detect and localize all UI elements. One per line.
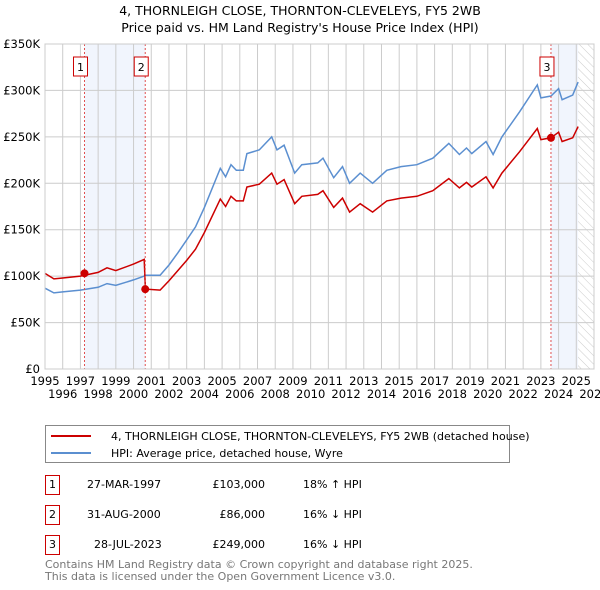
x-tick-label: 2016 bbox=[402, 387, 431, 401]
y-tick-label: £300K bbox=[3, 83, 40, 97]
x-tick-label: 2012 bbox=[331, 387, 360, 401]
forecast-hatch bbox=[578, 44, 594, 369]
chart-legend: 4, THORNLEIGH CLOSE, THORNTON-CLEVELEYS,… bbox=[45, 425, 530, 463]
x-tick-label: 1998 bbox=[83, 387, 112, 401]
sale-label: 1 bbox=[77, 61, 84, 74]
x-tick-label: 2020 bbox=[473, 387, 502, 401]
transaction-price: £86,000 bbox=[219, 508, 266, 521]
x-tick-label: 2003 bbox=[172, 374, 201, 388]
x-tick-label: 2001 bbox=[137, 374, 166, 388]
sale-label: 3 bbox=[543, 61, 550, 74]
plot-border bbox=[44, 43, 595, 370]
y-tick-label: £200K bbox=[3, 176, 40, 190]
shaded-period bbox=[84, 44, 146, 369]
x-tick-label: 2002 bbox=[154, 387, 183, 401]
sale-label: 2 bbox=[138, 61, 145, 74]
transaction-price: £249,000 bbox=[212, 538, 266, 551]
transaction-row: 3 28-JUL-2023 £249,000 16% ↓ HPI bbox=[45, 535, 445, 555]
y-tick-label: £150K bbox=[3, 223, 40, 237]
x-tick-label: 2015 bbox=[385, 374, 414, 388]
y-tick-label: £100K bbox=[3, 269, 40, 283]
x-tick-label: 2007 bbox=[243, 374, 272, 388]
x-tick-label: 2014 bbox=[367, 387, 396, 401]
sale-label-box bbox=[539, 56, 555, 77]
footer-licence: This data is licensed under the Open Gov… bbox=[45, 570, 396, 583]
x-tick-label: 1996 bbox=[48, 387, 77, 401]
x-tick-label: 2009 bbox=[278, 374, 307, 388]
legend-label: HPI: Average price, detached house, Wyre bbox=[111, 446, 343, 460]
x-tick-label: 2006 bbox=[225, 387, 254, 401]
chart-subtitle: Price paid vs. HM Land Registry's House … bbox=[121, 20, 479, 35]
x-tick-label: 2019 bbox=[455, 374, 484, 388]
x-tick-label: 1995 bbox=[30, 374, 59, 388]
transaction-number: 2 bbox=[45, 505, 60, 525]
x-tick-label: 2005 bbox=[207, 374, 236, 388]
y-tick-label: £50K bbox=[11, 316, 41, 330]
legend-swatch-blue bbox=[51, 452, 91, 454]
y-tick-label: £350K bbox=[3, 37, 40, 51]
transaction-row: 1 27-MAR-1997 £103,000 18% ↑ HPI bbox=[45, 475, 445, 495]
transaction-row: 2 31-AUG-2000 £86,000 16% ↓ HPI bbox=[45, 505, 445, 525]
x-tick-label: 2025 bbox=[562, 374, 591, 388]
x-tick-label: 2008 bbox=[261, 387, 290, 401]
transaction-date: 28-JUL-2023 bbox=[94, 538, 162, 551]
x-tick-label: 2017 bbox=[420, 374, 449, 388]
transaction-hpi: 18% ↑ HPI bbox=[303, 478, 362, 491]
transaction-date: 27-MAR-1997 bbox=[87, 478, 162, 491]
chart-title: 4, THORNLEIGH CLOSE, THORNTON-CLEVELEYS,… bbox=[119, 3, 481, 18]
transaction-number: 1 bbox=[45, 475, 60, 495]
x-tick-label: 2022 bbox=[509, 387, 538, 401]
legend-item-property: 4, THORNLEIGH CLOSE, THORNTON-CLEVELEYS,… bbox=[46, 428, 530, 444]
sale-point bbox=[546, 133, 555, 142]
x-tick-label: 2010 bbox=[296, 387, 325, 401]
y-tick-label: £250K bbox=[3, 130, 40, 144]
sale-point bbox=[80, 269, 89, 278]
sale-point bbox=[141, 285, 150, 294]
transaction-hpi: 16% ↓ HPI bbox=[303, 508, 362, 521]
transaction-price: £103,000 bbox=[212, 478, 266, 491]
transaction-number: 3 bbox=[45, 535, 60, 555]
transaction-date: 31-AUG-2000 bbox=[87, 508, 161, 521]
footer-copyright: Contains HM Land Registry data © Crown c… bbox=[45, 558, 473, 571]
x-tick-label: 2000 bbox=[119, 387, 148, 401]
x-tick-label: 2013 bbox=[349, 374, 378, 388]
y-tick-label: £0 bbox=[25, 362, 40, 376]
x-tick-label: 2023 bbox=[526, 374, 555, 388]
transaction-hpi: 16% ↓ HPI bbox=[303, 538, 362, 551]
x-tick-label: 2018 bbox=[438, 387, 467, 401]
x-tick-label: 2021 bbox=[491, 374, 520, 388]
x-tick-label: 2024 bbox=[544, 387, 573, 401]
x-tick-label: 1999 bbox=[101, 374, 130, 388]
x-tick-label: 2004 bbox=[190, 387, 219, 401]
legend-swatch-red bbox=[51, 435, 91, 437]
legend-label: 4, THORNLEIGH CLOSE, THORNTON-CLEVELEYS,… bbox=[111, 429, 530, 443]
x-tick-label: 2011 bbox=[314, 374, 343, 388]
price-chart: 1 2 31995199619971998199920002001200220032… bbox=[3, 37, 600, 401]
x-tick-label: 1997 bbox=[66, 374, 95, 388]
sale-label-box bbox=[133, 56, 149, 77]
legend-item-hpi: HPI: Average price, detached house, Wyre bbox=[46, 445, 343, 461]
x-tick-label: 2026 bbox=[579, 387, 600, 401]
sale-label-box bbox=[72, 56, 88, 77]
